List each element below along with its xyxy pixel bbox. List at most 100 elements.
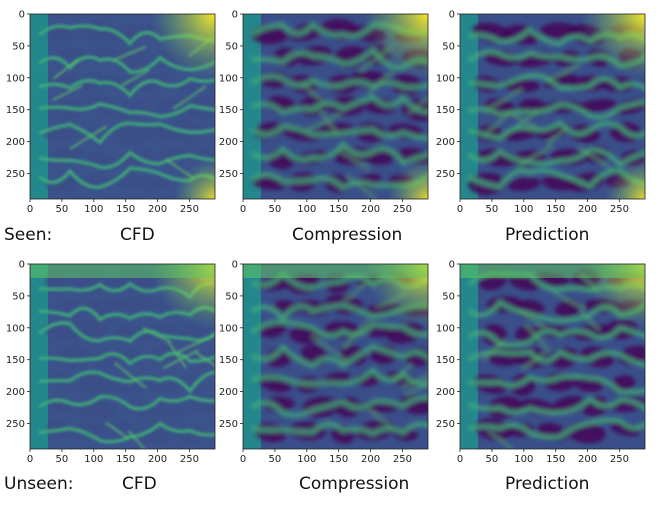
x-tick-label: 200 <box>578 454 597 465</box>
y-tick-label: 250 <box>219 169 238 180</box>
heatmap-field <box>460 264 645 449</box>
x-tick-label: 50 <box>56 204 69 215</box>
seen-row-label: Seen: <box>4 225 53 245</box>
y-tick-label: 0 <box>19 260 25 271</box>
x-tick-label: 250 <box>180 204 199 215</box>
flow-field-image: 0 0 50 50 100 100 150 150 200 200 250 250 <box>436 260 646 465</box>
seen-prediction-caption: Prediction <box>505 225 590 245</box>
flow-field-image: 0 0 50 50 100 100 150 150 200 200 250 250 <box>219 10 429 215</box>
x-tick-label: 150 <box>546 454 565 465</box>
seen-cfd-panel: 0 0 50 50 100 100 150 150 200 200 250 250 <box>0 6 216 216</box>
unseen-row-label: Unseen: <box>4 474 74 494</box>
x-tick-label: 50 <box>269 204 282 215</box>
x-tick-label: 250 <box>610 454 629 465</box>
heatmap-field <box>243 14 428 199</box>
axes: 0 0 50 50 100 100 150 150 200 200 250 250 <box>6 260 216 465</box>
heatmap-field <box>30 264 215 449</box>
y-tick-label: 0 <box>19 10 25 21</box>
y-tick-label: 50 <box>442 291 455 302</box>
y-tick-label: 50 <box>225 291 238 302</box>
x-tick-label: 0 <box>457 204 463 215</box>
axes: 0 0 50 50 100 100 150 150 200 200 250 250 <box>436 260 646 465</box>
x-tick-label: 250 <box>610 204 629 215</box>
y-tick-label: 250 <box>6 419 25 430</box>
y-tick-label: 100 <box>436 73 455 84</box>
y-tick-label: 200 <box>436 387 455 398</box>
x-tick-label: 0 <box>457 454 463 465</box>
x-tick-label: 200 <box>361 204 380 215</box>
y-tick-label: 200 <box>219 387 238 398</box>
x-tick-label: 200 <box>148 454 167 465</box>
y-tick-label: 100 <box>436 323 455 334</box>
unseen-compression-panel: 0 0 50 50 100 100 150 150 200 200 250 250 <box>213 256 429 466</box>
y-tick-label: 0 <box>449 260 455 271</box>
y-tick-label: 100 <box>6 73 25 84</box>
x-tick-label: 50 <box>269 454 282 465</box>
x-tick-label: 50 <box>56 454 69 465</box>
flow-field-image: 0 0 50 50 100 100 150 150 200 200 250 250 <box>219 260 429 465</box>
x-tick-label: 50 <box>486 454 499 465</box>
x-tick-label: 250 <box>393 454 412 465</box>
y-tick-label: 200 <box>436 137 455 148</box>
y-tick-label: 100 <box>6 323 25 334</box>
x-tick-label: 150 <box>546 204 565 215</box>
x-tick-label: 0 <box>240 454 246 465</box>
x-tick-label: 250 <box>180 454 199 465</box>
x-tick-label: 250 <box>393 204 412 215</box>
x-tick-label: 150 <box>116 454 135 465</box>
x-tick-label: 100 <box>297 454 316 465</box>
heatmap-field <box>460 14 645 199</box>
y-tick-label: 250 <box>219 419 238 430</box>
y-tick-label: 50 <box>12 41 25 52</box>
y-tick-label: 150 <box>6 105 25 116</box>
y-tick-label: 150 <box>219 355 238 366</box>
x-tick-label: 50 <box>486 204 499 215</box>
x-tick-label: 100 <box>84 204 103 215</box>
seen-compression-caption: Compression <box>292 225 403 245</box>
y-tick-label: 250 <box>6 169 25 180</box>
y-tick-label: 50 <box>12 291 25 302</box>
flow-field-image: 0 0 50 50 100 100 150 150 200 200 250 250 <box>436 10 646 215</box>
unseen-prediction-caption: Prediction <box>505 474 590 494</box>
x-tick-label: 100 <box>297 204 316 215</box>
axes: 0 0 50 50 100 100 150 150 200 200 250 250 <box>6 10 216 215</box>
y-tick-label: 200 <box>6 137 25 148</box>
y-tick-label: 50 <box>225 41 238 52</box>
x-tick-label: 0 <box>240 204 246 215</box>
unseen-cfd-caption: CFD <box>122 474 157 494</box>
x-tick-label: 100 <box>514 454 533 465</box>
y-tick-label: 100 <box>219 323 238 334</box>
heatmap-field <box>243 264 428 449</box>
flow-field-image: 0 0 50 50 100 100 150 150 200 200 250 250 <box>6 260 216 465</box>
axes: 0 0 50 50 100 100 150 150 200 200 250 250 <box>219 10 429 215</box>
unseen-cfd-panel: 0 0 50 50 100 100 150 150 200 200 250 250 <box>0 256 216 466</box>
x-tick-label: 200 <box>578 204 597 215</box>
flow-field-image: 0 0 50 50 100 100 150 150 200 200 250 250 <box>6 10 216 215</box>
x-tick-label: 0 <box>27 454 33 465</box>
x-tick-label: 200 <box>361 454 380 465</box>
x-tick-label: 100 <box>84 454 103 465</box>
y-tick-label: 250 <box>436 419 455 430</box>
x-tick-label: 0 <box>27 204 33 215</box>
y-tick-label: 150 <box>219 105 238 116</box>
heatmap-field <box>30 14 215 199</box>
y-tick-label: 200 <box>6 387 25 398</box>
x-tick-label: 150 <box>329 204 348 215</box>
axes: 0 0 50 50 100 100 150 150 200 200 250 250 <box>219 260 429 465</box>
seen-compression-panel: 0 0 50 50 100 100 150 150 200 200 250 250 <box>213 6 429 216</box>
y-tick-label: 250 <box>436 169 455 180</box>
x-tick-label: 100 <box>514 204 533 215</box>
y-tick-label: 0 <box>232 260 238 271</box>
unseen-compression-caption: Compression <box>299 474 410 494</box>
y-tick-label: 150 <box>436 105 455 116</box>
seen-cfd-caption: CFD <box>120 225 155 245</box>
y-tick-label: 150 <box>436 355 455 366</box>
y-tick-label: 200 <box>219 137 238 148</box>
axes: 0 0 50 50 100 100 150 150 200 200 250 250 <box>436 10 646 215</box>
x-tick-label: 150 <box>329 454 348 465</box>
seen-prediction-panel: 0 0 50 50 100 100 150 150 200 200 250 250 <box>430 6 646 216</box>
unseen-prediction-panel: 0 0 50 50 100 100 150 150 200 200 250 250 <box>430 256 646 466</box>
y-tick-label: 0 <box>232 10 238 21</box>
y-tick-label: 150 <box>6 355 25 366</box>
y-tick-label: 0 <box>449 10 455 21</box>
